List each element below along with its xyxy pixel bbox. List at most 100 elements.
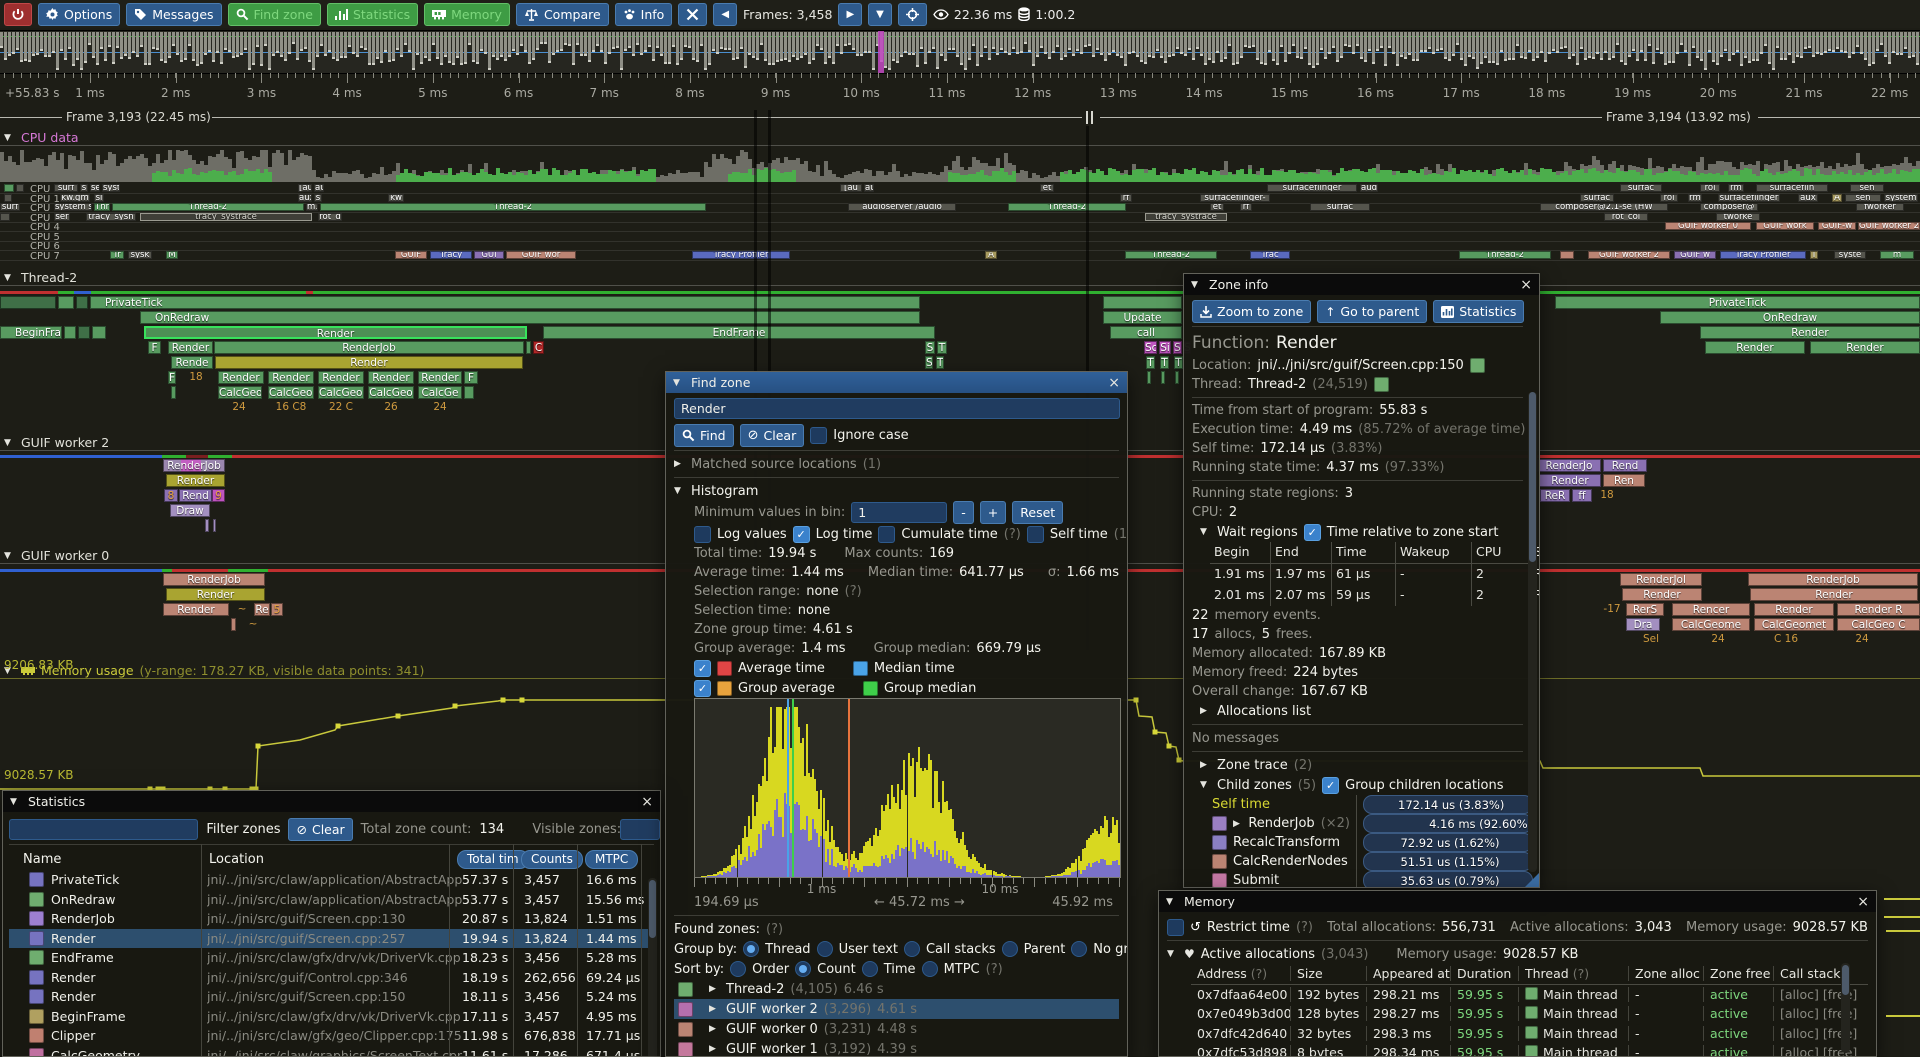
zone-bar[interactable]: S: [925, 356, 933, 369]
zone-bar[interactable]: Trac: [1250, 250, 1290, 259]
zone-bar[interactable]: RenderJob: [163, 459, 225, 472]
column-total-time[interactable]: Total tim: [457, 849, 529, 869]
histogram-header[interactable]: ▼ Histogram: [674, 481, 1119, 501]
collapse-icon[interactable]: ▼: [4, 437, 11, 448]
zone-bar[interactable]: RenderJol: [1620, 573, 1702, 586]
zone-bar[interactable]: GUIF-w: [1818, 222, 1856, 230]
zone-bar[interactable]: Render: [168, 341, 213, 354]
zone-bar[interactable]: au: [864, 184, 874, 192]
expand-icon[interactable]: ▶: [1233, 818, 1240, 829]
power-button[interactable]: [4, 2, 32, 26]
child-zone-row[interactable]: CalcRenderNodes 51.51 us (1.15%): [1192, 852, 1533, 871]
zone-bar[interactable]: 26: [384, 401, 398, 413]
zone-bar[interactable]: GUIF: [395, 250, 427, 259]
collapse-icon[interactable]: ▼: [1167, 949, 1174, 959]
zone-bar[interactable]: M: [166, 250, 178, 259]
collapse-icon[interactable]: ▼: [4, 272, 11, 283]
child-zone-row[interactable]: RecalcTransform 72.92 us (1.62%): [1192, 833, 1533, 852]
find-button[interactable]: Find: [674, 424, 734, 447]
find-zone-button[interactable]: Find zone: [227, 2, 321, 26]
collapse-icon[interactable]: ▼: [673, 377, 680, 388]
zone-bar[interactable]: C: [533, 341, 544, 354]
zone-bar[interactable]: Render: [218, 371, 264, 384]
found-zone-group[interactable]: ▶ GUIF worker 0 (3,231) 4.48 s: [674, 1019, 1119, 1039]
zone-bar[interactable]: Render: [1705, 341, 1805, 354]
memory-button[interactable]: Memory: [424, 2, 510, 26]
zone-bar[interactable]: S: [1173, 341, 1182, 354]
zone-bar[interactable]: GUIF w: [1674, 250, 1716, 259]
zone-bar[interactable]: [1560, 250, 1574, 259]
zone-bar[interactable]: Rend: [179, 489, 212, 502]
zone-bar[interactable]: kw.gm: [60, 193, 90, 202]
zone-bar[interactable]: GUI: [474, 250, 504, 259]
zone-bar[interactable]: 22 C: [328, 401, 354, 413]
zone-bar[interactable]: PrivateTick: [1555, 296, 1920, 309]
zone-bar[interactable]: rm: [1688, 193, 1702, 202]
zone-bar[interactable]: [92, 326, 106, 339]
zone-bar[interactable]: [464, 386, 474, 399]
zone-bar[interactable]: [16, 184, 24, 192]
memory-column-header[interactable]: Zone free: [1704, 966, 1774, 982]
found-zone-group[interactable]: ▶ Thread-2 (4,105) 6.46 s: [674, 979, 1119, 999]
zone-bar[interactable]: aux: [1798, 193, 1818, 202]
frame-label[interactable]: Frame 3,194 (13.92 ms): [1606, 110, 1751, 124]
child-zone-row[interactable]: Self time 172.14 us (3.83%): [1192, 795, 1533, 814]
group-by-no-groupi[interactable]: [1071, 941, 1088, 957]
zone-bar[interactable]: system: [1884, 193, 1918, 202]
statistics-button[interactable]: Statistics: [1433, 300, 1525, 323]
zone-bar[interactable]: GUIF worker 0: [1665, 222, 1751, 230]
zone-bar[interactable]: audioserver /audio: [848, 203, 956, 211]
statistics-row[interactable]: OnRedraw jni/../jni/src/claw/application/…: [9, 890, 654, 910]
thread-color-swatch[interactable]: [1373, 377, 1389, 392]
zone-bar[interactable]: RenderJob: [214, 341, 524, 354]
zone-bar[interactable]: 18: [1600, 489, 1614, 501]
zone-bar[interactable]: 5: [271, 603, 283, 616]
group-by-call-stacks[interactable]: [903, 941, 920, 957]
zone-trace-row[interactable]: ▶ Zone trace (2): [1192, 755, 1523, 775]
zone-bar[interactable]: surfac: [1580, 193, 1614, 202]
zone-bar[interactable]: ~: [248, 618, 258, 630]
zone-bar[interactable]: EndFrame: [543, 326, 935, 339]
zone-bar[interactable]: tworke: [1716, 212, 1760, 221]
frame-labels-row[interactable]: Frame 3,193 (22.45 ms) Frame 3,194 (13.92…: [0, 109, 1920, 126]
zone-bar[interactable]: surfac: [1310, 203, 1370, 211]
zone-bar[interactable]: [78, 326, 90, 339]
wait-regions-header[interactable]: ▼ Wait regions ✓ Time relative to zone star…: [1192, 522, 1523, 542]
min-bin-input[interactable]: 1: [851, 502, 948, 523]
zone-bar[interactable]: 24: [1711, 633, 1725, 645]
zone-bar[interactable]: [0, 212, 10, 221]
restrict-time-checkbox[interactable]: [1167, 918, 1184, 936]
zone-bar[interactable]: Render: [1810, 341, 1920, 354]
zone-bar[interactable]: T: [1146, 356, 1155, 369]
zone-bar[interactable]: rf: [1240, 203, 1252, 211]
zone-bar[interactable]: Thre: [94, 203, 110, 211]
zone-bar[interactable]: CalcGeo C: [1837, 618, 1920, 631]
zone-bar[interactable]: 24: [232, 401, 246, 413]
zone-bar[interactable]: [0, 296, 56, 309]
alloc-link[interactable]: [alloc]: [1780, 1045, 1819, 1057]
expand-icon[interactable]: ▶: [709, 1044, 716, 1054]
clear-filter-button[interactable]: ⊘ Clear: [288, 818, 353, 841]
reset-button[interactable]: Reset: [1012, 501, 1064, 524]
zone-bar[interactable]: [58, 296, 74, 309]
sort-by-order[interactable]: [730, 961, 747, 977]
expand-icon[interactable]: ▶: [709, 984, 716, 994]
zone-bar[interactable]: Render: [368, 371, 414, 384]
zone-bar[interactable]: composer@: [1700, 203, 1758, 211]
filter-extra-input[interactable]: [620, 819, 660, 840]
zone-bar[interactable]: Render: [166, 474, 225, 487]
options-button[interactable]: Options: [38, 2, 121, 26]
zone-bar[interactable]: sen: [1845, 193, 1881, 202]
zone-info-titlebar[interactable]: ▼ Zone info ×: [1184, 274, 1539, 295]
zone-bar[interactable]: F: [464, 371, 478, 384]
zone-bar[interactable]: se: [90, 184, 100, 192]
zone-bar[interactable]: CalcGeor: [318, 386, 364, 399]
expand-icon[interactable]: ▶: [1200, 760, 1207, 770]
statistics-row[interactable]: Render jni/../jni/src/guif/Screen.cpp:257…: [9, 928, 654, 948]
zone-bar[interactable]: 24: [1855, 633, 1869, 645]
statistics-row[interactable]: CalcGeometry jni/../jni/src/claw/graphics…: [9, 1046, 654, 1056]
zone-bar[interactable]: 16 C8: [275, 401, 307, 413]
zone-bar[interactable]: 8: [164, 489, 178, 502]
zone-bar[interactable]: F: [148, 341, 161, 354]
zone-bar[interactable]: ff: [1572, 489, 1592, 502]
